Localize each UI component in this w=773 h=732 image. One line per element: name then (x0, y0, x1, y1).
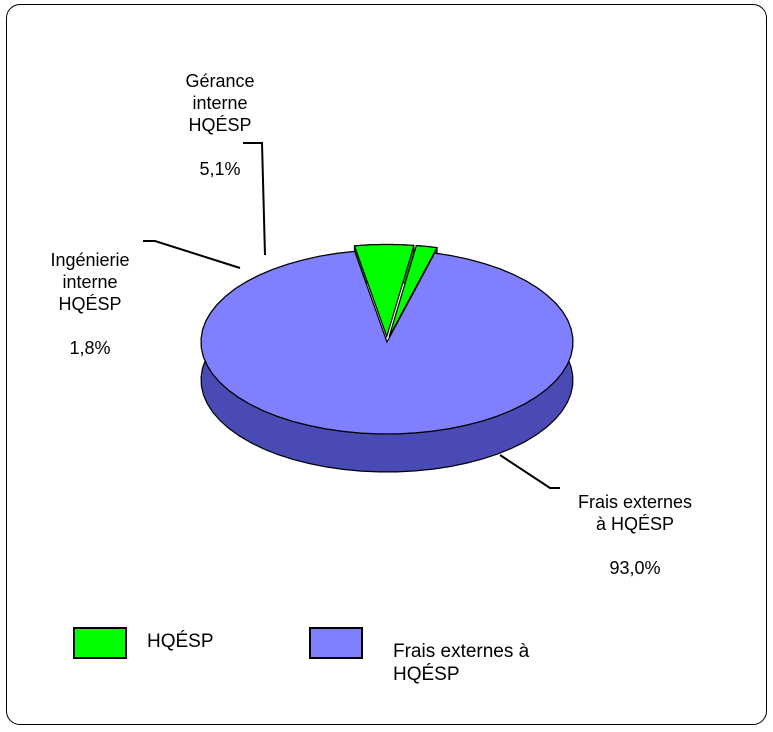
legend-label-hqesp: HQÉSP (147, 631, 214, 652)
label-gerance-name: Gérance interne HQÉSP (185, 71, 255, 135)
pie-slice-top (353, 243, 415, 339)
label-frais-externes: Frais externes à HQÉSP 93,0% (560, 469, 710, 579)
label-ingenierie-pct: 1,8% (69, 338, 111, 358)
label-gerance: Gérance interne HQÉSP 5,1% (160, 48, 280, 180)
pie-slice-top (388, 245, 438, 337)
legend-label-frais: Frais externes à HQÉSP (393, 641, 530, 685)
label-ingenierie: Ingénierie interne HQÉSP 1,8% (30, 227, 150, 359)
pie-slice-top (200, 250, 574, 435)
label-frais-name: Frais externes à HQÉSP (577, 492, 693, 534)
leader-line (143, 240, 241, 269)
leader-line (243, 142, 266, 256)
leader-lines (143, 142, 560, 489)
label-gerance-pct: 5,1% (199, 159, 241, 179)
label-ingenierie-name: Ingénierie interne HQÉSP (50, 250, 130, 314)
leader-line (499, 454, 560, 489)
legend-swatch-frais (309, 627, 363, 659)
pie-tops (200, 243, 574, 435)
legend-swatch-hqesp (73, 627, 127, 659)
label-frais-pct: 93,0% (609, 558, 661, 578)
